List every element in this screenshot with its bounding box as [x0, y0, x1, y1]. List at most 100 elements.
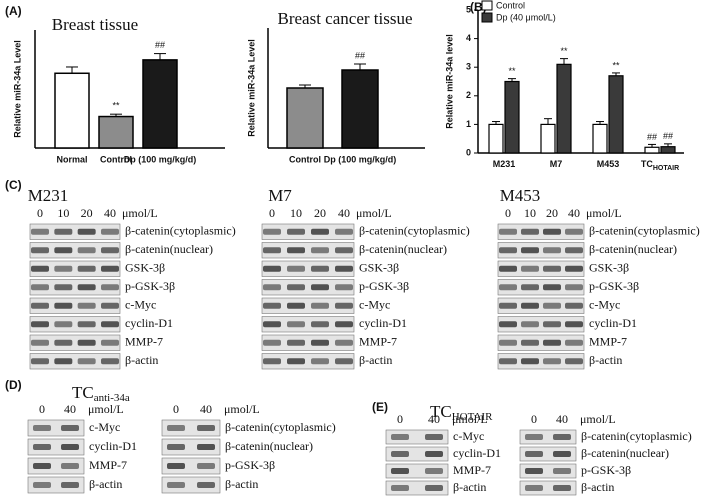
blot-strip — [497, 260, 585, 277]
y-axis-label: Relative miR-34a Level — [12, 40, 22, 138]
chart-title: Breast tissue — [52, 15, 138, 34]
blot-band — [543, 265, 561, 272]
protein-label: cyclin-D1 — [359, 316, 407, 330]
bar — [142, 59, 178, 149]
protein-label: β-catenin(cytoplasmic) — [581, 429, 692, 443]
blot-strip — [497, 223, 585, 240]
blot-band — [525, 468, 543, 474]
blot-strip — [497, 297, 585, 314]
lane-label: 0 — [397, 412, 403, 426]
blot-band — [553, 485, 571, 491]
category-text: M231 — [493, 159, 516, 169]
blot-band — [425, 451, 443, 457]
protein-label: c-Myc — [589, 298, 620, 312]
blot-band — [499, 228, 517, 235]
blot-strip — [385, 463, 449, 479]
lane-label: 20 — [546, 206, 558, 220]
blot-band — [101, 228, 119, 235]
x-tick-label: Control — [289, 154, 321, 164]
blot-band — [77, 321, 96, 328]
protein-label: β-actin — [453, 480, 486, 494]
blot-band — [521, 247, 539, 254]
x-tick-label: M7 — [550, 159, 563, 169]
lane-label: 40 — [64, 402, 76, 416]
blot-band — [391, 468, 409, 474]
blot-band — [311, 265, 329, 272]
protein-label: β-catenin(cytoplasmic) — [359, 224, 470, 238]
blot-band — [101, 265, 119, 272]
protein-label: β-catenin(nuclear) — [125, 242, 213, 256]
blot-band — [33, 463, 51, 469]
blot-band — [565, 339, 583, 346]
protein-label: β-actin — [581, 480, 614, 494]
blot-band — [499, 247, 517, 254]
blot-band — [543, 339, 561, 346]
protein-label: MMP-7 — [589, 335, 627, 349]
blot-band — [521, 265, 539, 272]
blot-band — [525, 485, 543, 491]
protein-label: p-GSK-3β — [125, 279, 175, 293]
protein-label: MMP-7 — [359, 335, 397, 349]
bar — [98, 115, 134, 149]
blot-band — [287, 302, 305, 309]
protein-label: GSK-3β — [589, 261, 629, 275]
blot-band — [54, 358, 73, 365]
blot-band — [335, 321, 353, 328]
blot-band — [335, 228, 353, 235]
annotation: ** — [612, 60, 620, 70]
blot-band — [263, 265, 281, 272]
legend-label: Control — [496, 0, 525, 10]
blot-band — [425, 468, 443, 474]
blot-band — [521, 339, 539, 346]
protein-label: β-actin — [359, 353, 392, 367]
blot-strip — [161, 438, 221, 456]
blot-band — [391, 434, 409, 440]
blot-band — [287, 247, 305, 254]
lane-label: 40 — [556, 412, 568, 426]
blot-band — [311, 284, 329, 291]
blot-band — [167, 463, 185, 469]
blot-band — [263, 321, 281, 328]
blot-band — [287, 339, 305, 346]
protein-label: cyclin-D1 — [125, 316, 173, 330]
blot-band — [521, 284, 539, 291]
blot-strip — [519, 446, 577, 462]
blot-band — [543, 228, 561, 235]
protein-label: c-Myc — [453, 429, 484, 443]
blot-band — [287, 284, 305, 291]
blot-band — [54, 265, 73, 272]
x-tick-label: M453 — [597, 159, 620, 169]
lane-label: 20 — [81, 206, 93, 220]
x-tick-label: Dp (100 mg/kg/d) — [124, 154, 197, 164]
blot-strip — [29, 353, 121, 370]
annotation: ## — [663, 131, 673, 141]
blot-band — [287, 265, 305, 272]
protein-label: β-actin — [125, 353, 158, 367]
blot-band — [287, 228, 305, 235]
lane-label: 0 — [505, 206, 511, 220]
blot-band — [543, 358, 561, 365]
unit-label: μmol/L — [580, 412, 616, 426]
blot-band — [54, 247, 73, 254]
protein-label: p-GSK-3β — [581, 463, 631, 477]
protein-label: MMP-7 — [125, 335, 163, 349]
panel-label: (C) — [5, 178, 22, 192]
category-subscript: HOTAIR — [653, 165, 679, 172]
bar — [592, 123, 608, 154]
protein-label: p-GSK-3β — [359, 279, 409, 293]
protein-label: β-catenin(cytoplasmic) — [589, 224, 700, 238]
blot-strip — [29, 316, 121, 333]
blot-band — [391, 485, 409, 491]
blot-band — [167, 482, 185, 488]
blot-band — [553, 451, 571, 457]
blot-band — [335, 284, 353, 291]
blot-band — [31, 247, 49, 254]
blot-band — [33, 444, 51, 450]
blot-strip — [29, 242, 121, 259]
title-text: TC — [430, 402, 452, 421]
protein-label: β-catenin(cytoplasmic) — [225, 420, 336, 434]
chart-title: Breast cancer tissue — [278, 9, 413, 28]
blot-strip — [161, 457, 221, 475]
cell-line-title: M453 — [500, 186, 541, 205]
lane-label: 0 — [269, 206, 275, 220]
